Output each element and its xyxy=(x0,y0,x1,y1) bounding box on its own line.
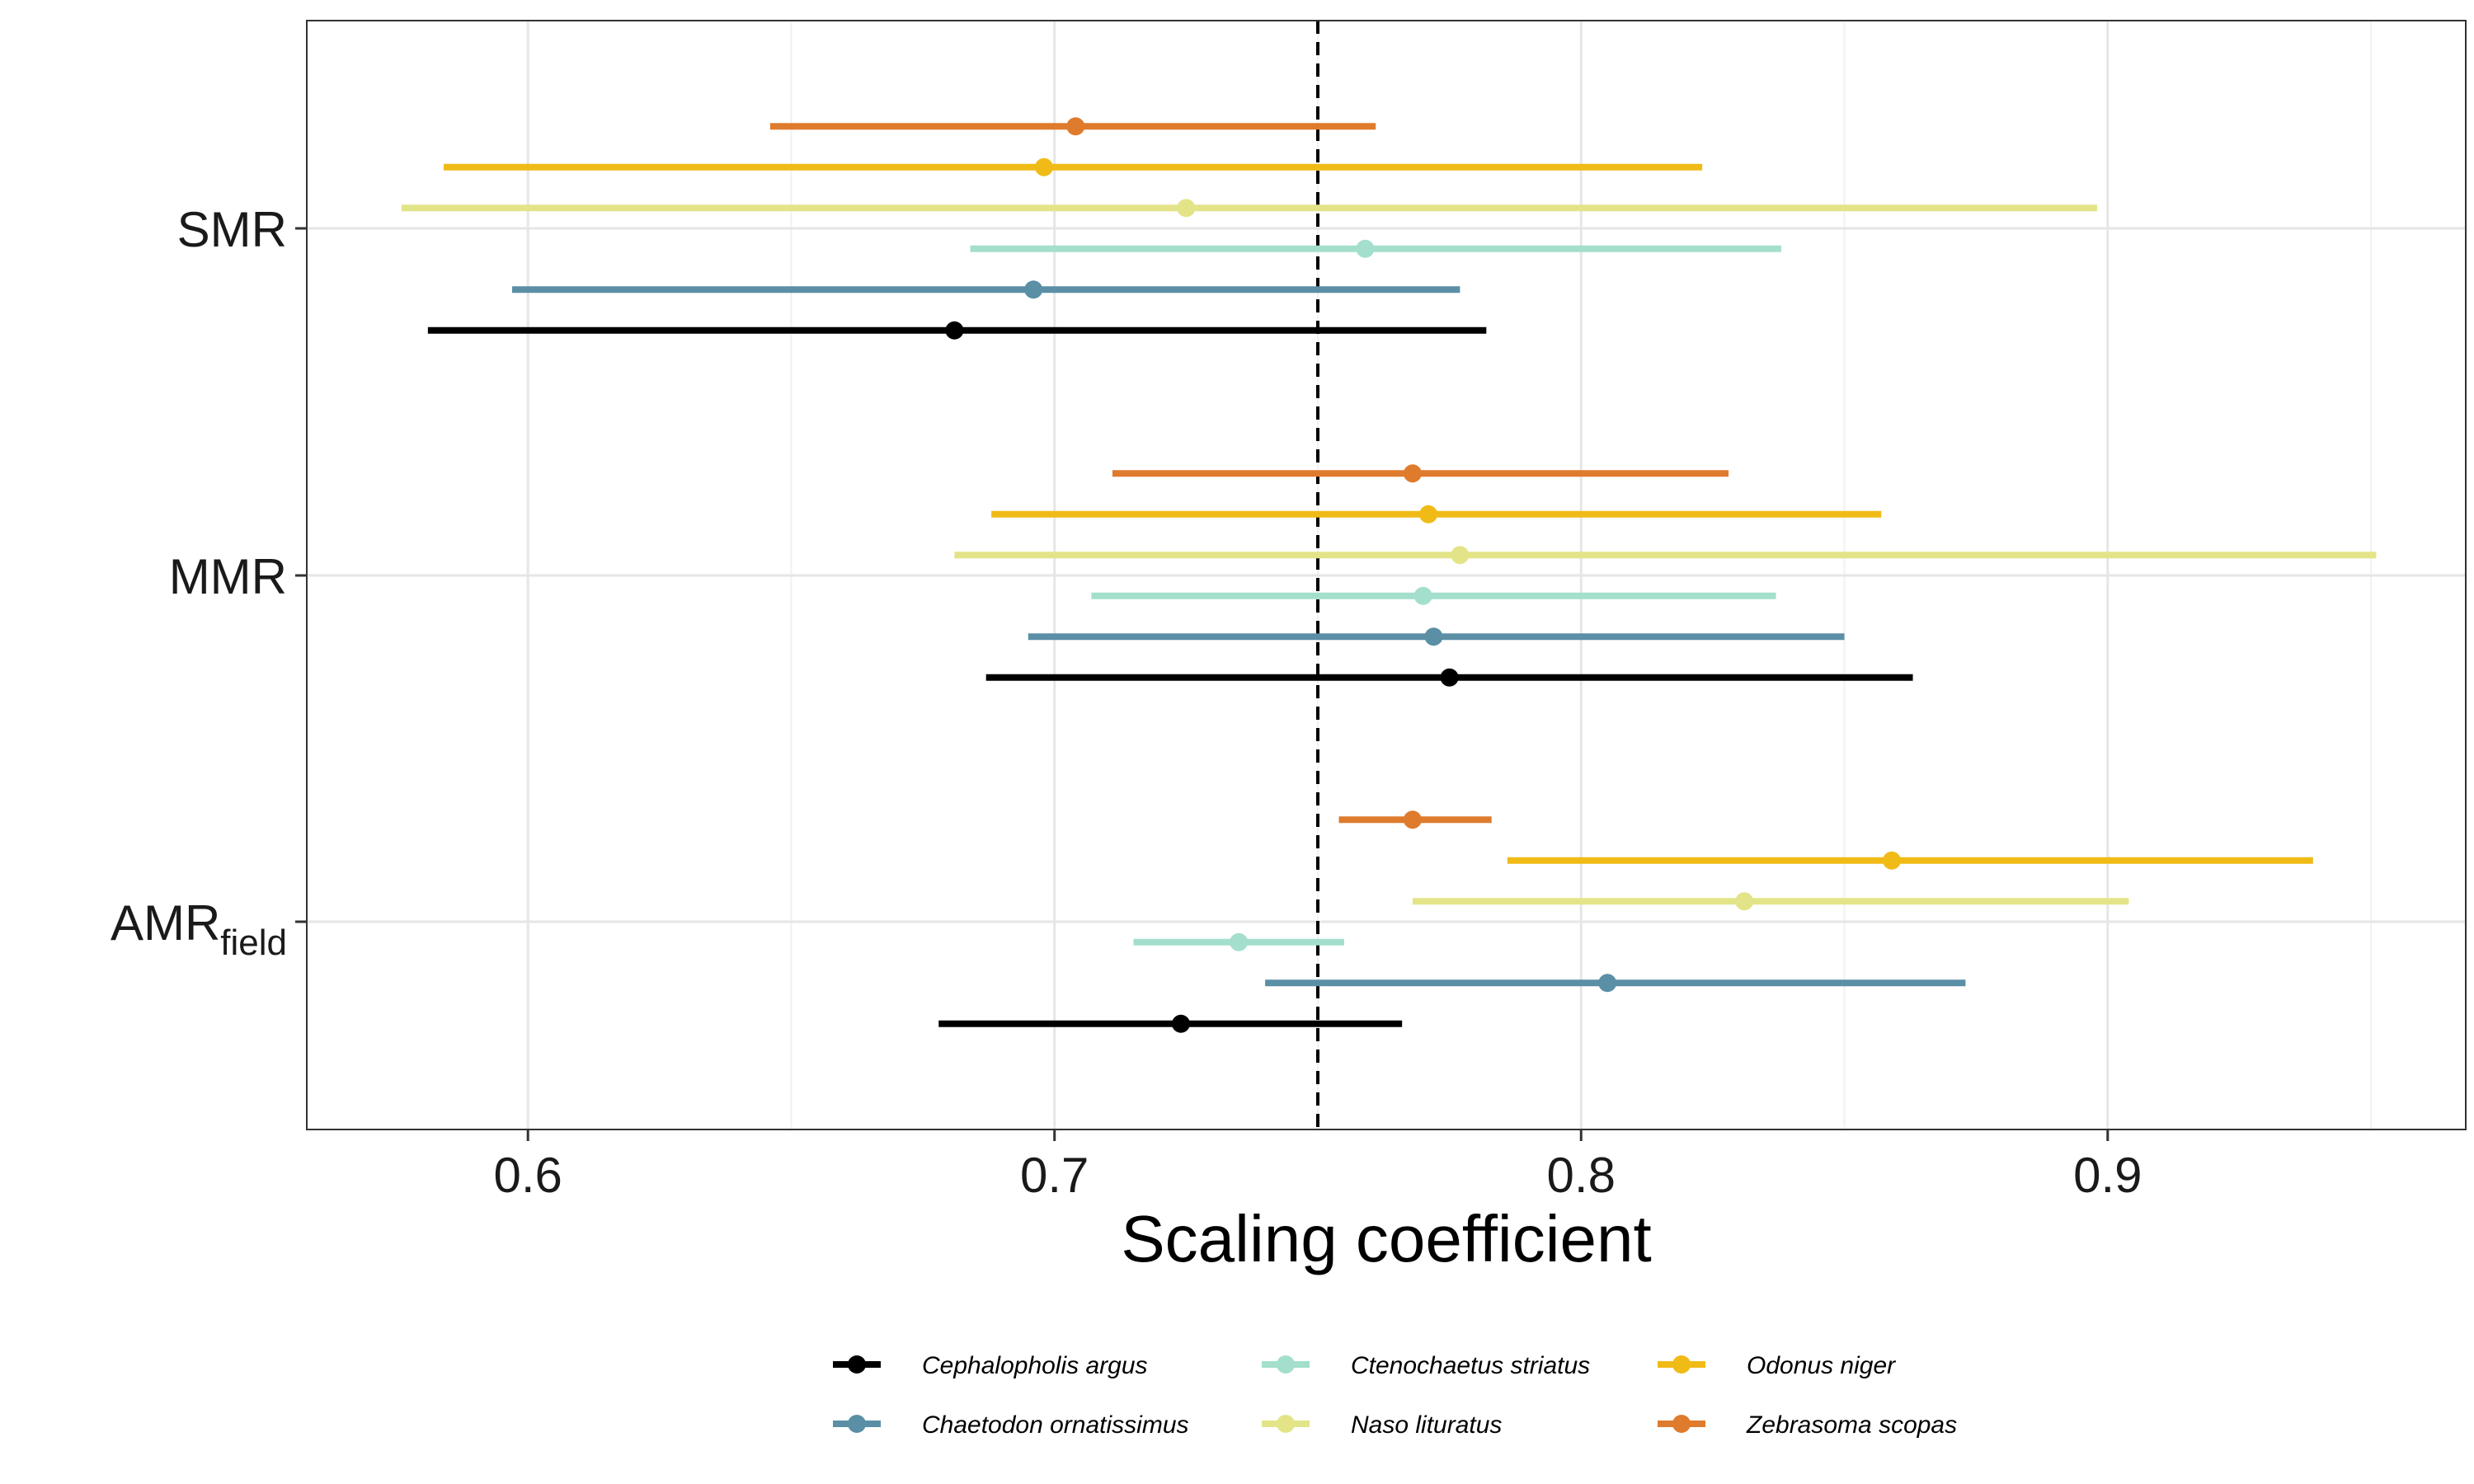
legend-item: Zebrasoma scopas xyxy=(1658,1411,1957,1439)
point-estimate xyxy=(1451,546,1470,565)
legend-item: Naso lituratus xyxy=(1262,1411,1502,1439)
legend-label: Cephalopholis argus xyxy=(922,1352,1148,1379)
point-estimate xyxy=(1419,505,1438,524)
point-estimate xyxy=(1024,280,1043,299)
legend-key-point xyxy=(848,1355,866,1374)
x-tick-label: 0.8 xyxy=(1547,1148,1616,1203)
point-estimate xyxy=(1171,1014,1190,1033)
point-estimate xyxy=(1403,464,1422,483)
point-estimate xyxy=(1598,974,1617,993)
x-tick-label: 0.7 xyxy=(1020,1148,1089,1203)
point-estimate xyxy=(1230,932,1249,951)
y-tick-label: SMR xyxy=(177,202,287,257)
y-tick-label: MMR xyxy=(169,549,287,604)
point-estimate xyxy=(1356,239,1375,258)
legend-label: Ctenochaetus striatus xyxy=(1351,1352,1590,1379)
point-estimate xyxy=(1424,627,1443,646)
series-cephalopholis-argus xyxy=(427,321,1913,1033)
x-axis: 0.6 0.7 0.8 0.9 xyxy=(493,1129,2142,1203)
point-estimate xyxy=(1440,668,1459,687)
series-naso-lituratus xyxy=(401,199,2377,911)
y-tick-label-subscript: field xyxy=(220,923,287,963)
y-tick-label: AMRfield xyxy=(111,895,287,963)
legend-key-point xyxy=(1672,1415,1691,1433)
legend-item: Chaetodon ornatissimus xyxy=(833,1411,1189,1439)
legend-label: Chaetodon ornatissimus xyxy=(922,1411,1189,1439)
point-estimate xyxy=(1066,117,1085,136)
point-estimate xyxy=(1882,851,1901,870)
legend: Cephalopholis argus Chaetodon ornatissimu… xyxy=(833,1352,1957,1439)
legend-item: Cephalopholis argus xyxy=(833,1352,1148,1379)
series-ctenochaetus-striatus xyxy=(970,239,1781,951)
error-bars xyxy=(401,117,2377,1033)
y-tick-label-base: SMR xyxy=(177,202,287,257)
point-estimate xyxy=(1177,199,1196,218)
series-zebrasoma-scopas xyxy=(769,117,1729,829)
x-tick-label: 0.9 xyxy=(2073,1148,2142,1203)
point-estimate xyxy=(1034,157,1053,176)
legend-key-point xyxy=(1672,1355,1691,1374)
legend-label: Zebrasoma scopas xyxy=(1746,1411,1957,1439)
legend-key-point xyxy=(848,1415,866,1433)
series-odonus-niger xyxy=(444,157,2313,870)
series-chaetodon-ornatissimus xyxy=(512,280,1966,993)
y-tick-label-base: MMR xyxy=(169,549,287,604)
y-tick-label-base: AMR xyxy=(111,895,220,951)
x-tick-label: 0.6 xyxy=(493,1148,562,1203)
x-axis-title: Scaling coefficient xyxy=(1121,1202,1651,1275)
grid-lines xyxy=(307,21,2466,1129)
point-estimate xyxy=(1403,810,1422,829)
legend-label: Odonus niger xyxy=(1747,1352,1896,1379)
legend-item: Ctenochaetus striatus xyxy=(1262,1352,1590,1379)
legend-item: Odonus niger xyxy=(1658,1352,1896,1379)
point-estimate xyxy=(1735,892,1754,911)
point-estimate xyxy=(945,321,964,340)
y-axis: SMR MMR AMRfield xyxy=(111,202,307,963)
legend-label: Naso lituratus xyxy=(1351,1411,1502,1439)
legend-key-point xyxy=(1277,1355,1295,1374)
legend-key-point xyxy=(1277,1415,1295,1433)
point-estimate xyxy=(1413,586,1432,605)
